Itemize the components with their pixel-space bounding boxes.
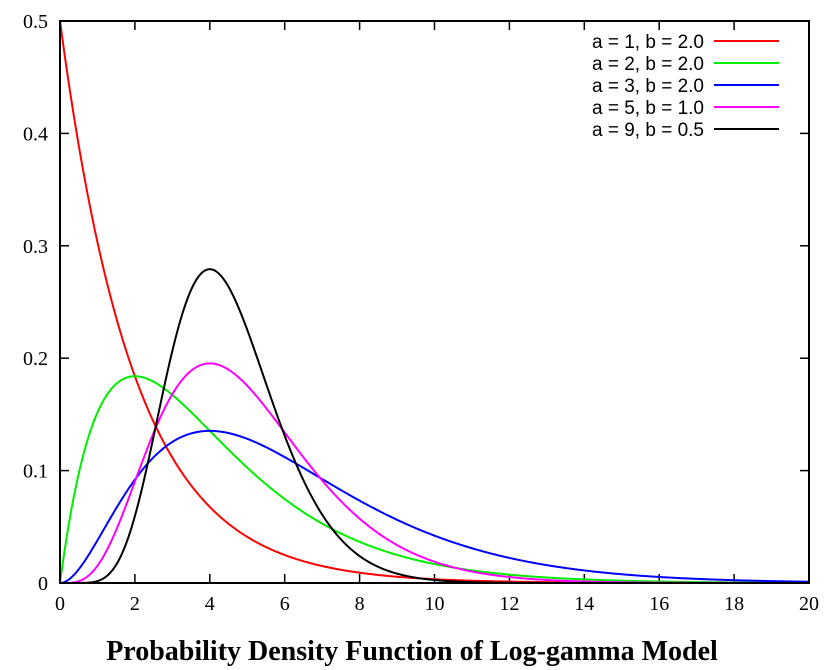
legend-label: a = 5, b = 1.0 <box>592 98 704 119</box>
x-tick-label: 14 <box>574 593 594 615</box>
series-line-2 <box>59 375 809 584</box>
x-tick-label: 16 <box>649 593 669 615</box>
legend-label: a = 2, b = 2.0 <box>592 54 704 75</box>
x-tick-label: 2 <box>130 593 140 615</box>
x-tick-label: 8 <box>355 593 365 615</box>
y-tick-label: 0.3 <box>23 236 48 258</box>
y-tick-label: 0 <box>38 573 48 595</box>
legend: a = 1, b = 2.0a = 2, b = 2.0a = 3, b = 2… <box>592 32 779 141</box>
series-line-3 <box>59 429 810 584</box>
x-tick-label: 20 <box>799 593 819 615</box>
legend-label: a = 1, b = 2.0 <box>592 32 704 53</box>
x-tick-label: 12 <box>499 593 519 615</box>
y-tick-label: 0.5 <box>23 11 48 33</box>
chart-title: Probability Density Function of Log-gamm… <box>106 636 718 667</box>
x-tick-label: 6 <box>280 593 290 615</box>
legend-label: a = 9, b = 0.5 <box>592 120 704 141</box>
x-tick-label: 0 <box>55 593 65 615</box>
x-axis-ticks: 0 2 4 6 8 10 12 14 16 18 20 <box>55 21 819 615</box>
x-tick-label: 4 <box>205 593 215 615</box>
series-line-4 <box>60 362 809 584</box>
x-tick-label: 18 <box>724 593 744 615</box>
x-tick-label: 10 <box>425 593 445 615</box>
y-tick-label: 0.4 <box>23 123 48 145</box>
plot-frame <box>59 20 810 584</box>
y-tick-label: 0.2 <box>23 348 48 370</box>
y-tick-label: 0.1 <box>23 461 48 483</box>
legend-label: a = 3, b = 2.0 <box>592 76 704 97</box>
